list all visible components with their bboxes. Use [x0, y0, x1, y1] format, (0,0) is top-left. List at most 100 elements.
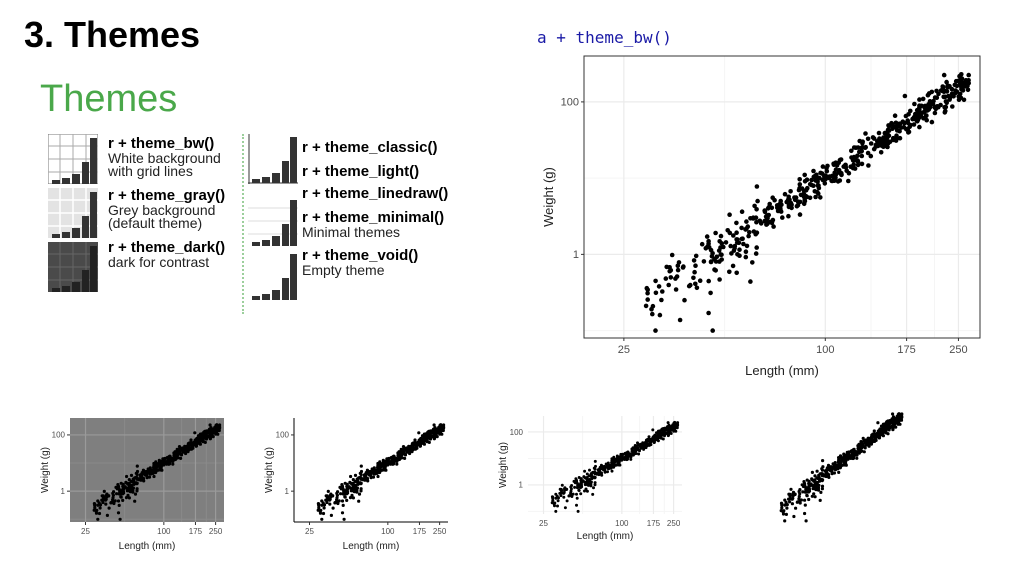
data-point — [801, 201, 807, 207]
data-point — [719, 241, 725, 246]
data-point — [129, 483, 133, 488]
entry-desc: dark for contrast — [108, 254, 210, 270]
data-point — [364, 475, 368, 479]
data-point — [591, 492, 595, 496]
data-point — [813, 474, 817, 478]
data-point — [886, 123, 891, 128]
data-point — [645, 287, 650, 293]
data-point — [809, 182, 814, 188]
data-point — [320, 503, 324, 507]
data-point — [117, 503, 121, 507]
data-point — [818, 498, 822, 502]
data-point — [359, 472, 363, 477]
data-point — [873, 144, 879, 149]
data-point — [656, 429, 660, 433]
data-point — [341, 503, 345, 507]
theme-minimal-thumbnail-icon — [248, 200, 298, 246]
data-point — [947, 97, 952, 102]
data-point — [849, 456, 853, 460]
data-point — [355, 477, 359, 481]
data-point — [727, 269, 732, 275]
data-point — [660, 428, 664, 432]
data-point — [753, 251, 759, 256]
data-point — [653, 278, 658, 284]
data-point — [666, 282, 671, 288]
data-point — [562, 491, 566, 495]
data-point — [666, 421, 670, 425]
data-point — [209, 426, 213, 430]
data-point — [844, 168, 849, 173]
data-point — [425, 438, 429, 442]
entry-theme-classic: r + theme_classic() — [302, 140, 438, 156]
data-point — [617, 460, 621, 464]
data-point — [101, 494, 105, 498]
data-point — [152, 474, 156, 479]
data-point — [131, 486, 135, 490]
data-point — [376, 467, 380, 471]
data-point — [657, 312, 663, 318]
data-point — [746, 233, 751, 239]
data-point — [610, 462, 614, 466]
data-point — [805, 494, 809, 498]
data-point — [935, 104, 940, 109]
data-point — [599, 463, 603, 467]
data-point — [812, 492, 816, 496]
data-point — [669, 252, 675, 258]
data-point — [917, 106, 922, 112]
entry-fn: r + theme_dark() — [108, 239, 226, 256]
data-point — [614, 459, 618, 463]
data-point — [320, 499, 324, 503]
data-point — [891, 424, 896, 428]
data-point — [902, 120, 907, 126]
data-point — [811, 487, 815, 491]
data-point — [621, 452, 625, 456]
data-point — [846, 178, 851, 184]
data-point — [645, 297, 650, 302]
data-point — [189, 438, 193, 442]
data-point — [351, 496, 355, 500]
data-point — [673, 276, 678, 281]
data-point — [810, 494, 814, 498]
data-point — [634, 447, 638, 451]
data-point — [788, 500, 792, 504]
data-point — [105, 513, 109, 517]
data-point — [340, 499, 345, 503]
data-point — [111, 491, 115, 495]
data-point — [862, 450, 866, 454]
data-point — [732, 246, 737, 251]
data-point — [783, 498, 787, 502]
data-point — [550, 501, 554, 505]
data-point — [890, 418, 894, 422]
data-point — [398, 455, 403, 459]
data-point — [877, 432, 881, 436]
data-point — [198, 432, 202, 436]
data-point — [317, 506, 321, 510]
data-point — [739, 209, 745, 214]
data-point — [837, 157, 843, 163]
entry-fn: r + theme_minimal() — [302, 209, 445, 226]
data-point — [174, 455, 179, 459]
data-point — [629, 457, 633, 461]
data-point — [697, 278, 703, 283]
entry-desc: Minimal themes — [302, 224, 401, 240]
data-point — [830, 472, 834, 476]
data-point — [636, 441, 639, 445]
data-point — [667, 423, 671, 427]
data-point — [111, 496, 115, 500]
data-point — [176, 451, 180, 455]
data-point — [376, 474, 380, 479]
data-point — [131, 490, 135, 494]
data-point — [694, 285, 700, 291]
data-point — [105, 495, 109, 499]
data-point — [642, 447, 646, 451]
data-point — [815, 481, 819, 485]
data-point — [127, 481, 131, 485]
data-point — [643, 303, 649, 309]
data-point — [891, 415, 896, 419]
data-point — [818, 195, 823, 200]
data-point — [693, 263, 698, 268]
entry-fn: r + theme_linedraw() — [302, 185, 449, 202]
x-tick-label: 250 — [433, 527, 447, 536]
data-point — [98, 506, 102, 510]
data-point — [810, 470, 814, 474]
